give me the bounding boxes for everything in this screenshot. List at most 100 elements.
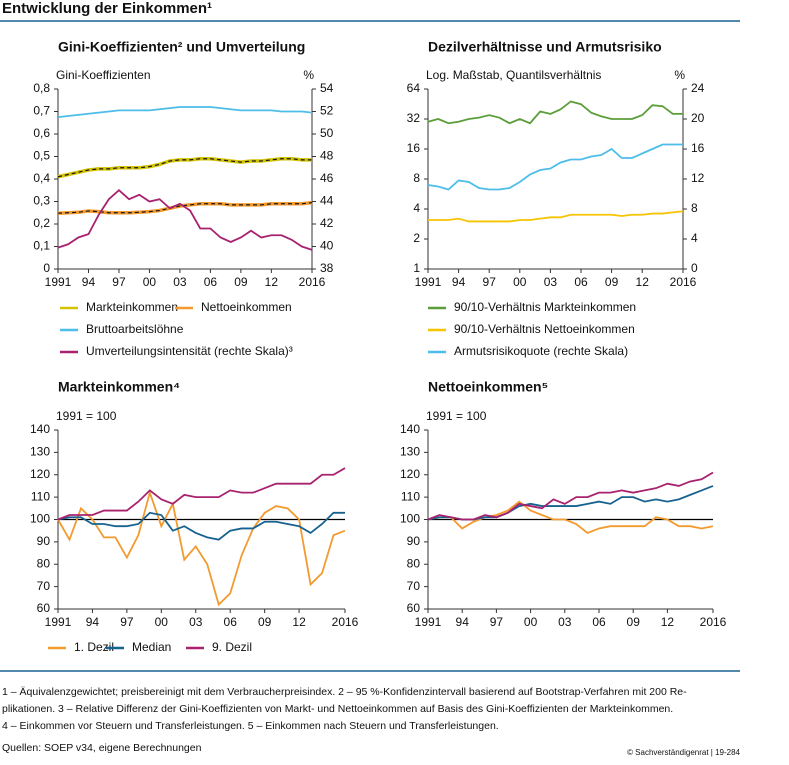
- y2-tick-label: 20: [691, 111, 705, 125]
- y-tick-label: 64: [407, 81, 421, 95]
- figure-title: Entwicklung der Einkommen¹: [2, 0, 212, 17]
- chart-title: Markteinkommen⁴: [58, 379, 180, 395]
- y2-tick-label: 44: [320, 194, 334, 208]
- x-tick-label: 03: [544, 275, 558, 289]
- series-line: [427, 471, 714, 521]
- y-axis-label: Gini-Koeffizienten: [56, 68, 151, 82]
- footnote: 1 – Äquivalenzgewichtet; preisbereinigt …: [2, 686, 687, 698]
- chart-title: Nettoeinkommen⁵: [428, 379, 548, 395]
- y-tick-label: 120: [30, 467, 50, 481]
- y-tick-label: 60: [37, 601, 51, 615]
- y-tick-label: 90: [407, 534, 421, 548]
- x-tick-label: 00: [524, 615, 538, 629]
- y2-tick-label: 52: [320, 104, 334, 118]
- x-tick-label: 94: [456, 615, 470, 629]
- x-tick-label: 2016: [670, 275, 697, 289]
- x-tick-label: 97: [483, 275, 497, 289]
- series-line: [57, 489, 346, 607]
- y-axis-label: 1991 = 100: [426, 409, 487, 423]
- y-tick-label: 60: [407, 601, 421, 615]
- y-tick-label: 2: [413, 231, 420, 245]
- y2-tick-label: 38: [320, 261, 334, 275]
- y-tick-label: 0,2: [33, 216, 50, 230]
- legend-label: Bruttoarbeitslöhne: [86, 322, 184, 336]
- y-tick-label: 0,5: [33, 149, 50, 163]
- x-tick-label: 1991: [45, 615, 72, 629]
- series-line: [57, 106, 313, 119]
- source: Quellen: SOEP v34, eigene Berechnungen: [2, 742, 202, 754]
- y-tick-label: 140: [30, 422, 50, 436]
- x-tick-label: 94: [86, 615, 100, 629]
- y2-axis-label: %: [303, 68, 314, 82]
- series-line: [427, 100, 683, 125]
- y2-tick-label: 4: [691, 231, 698, 245]
- series-line: [57, 511, 345, 541]
- y-tick-label: 70: [37, 579, 51, 593]
- x-tick-label: 06: [592, 615, 606, 629]
- y2-tick-label: 24: [691, 81, 705, 95]
- y-tick-label: 16: [407, 141, 421, 155]
- x-tick-label: 03: [189, 615, 203, 629]
- y-tick-label: 90: [37, 534, 51, 548]
- y2-tick-label: 12: [691, 171, 705, 185]
- legend-label: Nettoeinkommen: [201, 300, 292, 314]
- y2-tick-label: 16: [691, 141, 705, 155]
- chart-title: Dezilverhältnisse und Armutsrisiko: [428, 39, 662, 55]
- x-tick-label: 03: [558, 615, 572, 629]
- legend-label: Umverteilungsintensität (rechte Skala)³: [86, 344, 293, 358]
- x-tick-label: 94: [82, 275, 96, 289]
- x-tick-label: 12: [265, 275, 279, 289]
- y2-tick-label: 54: [320, 81, 334, 95]
- x-tick-label: 1991: [415, 615, 442, 629]
- x-tick-label: 09: [605, 275, 619, 289]
- y-tick-label: 0: [43, 261, 50, 275]
- y2-tick-label: 42: [320, 216, 334, 230]
- x-tick-label: 00: [143, 275, 157, 289]
- y-tick-label: 110: [401, 489, 420, 503]
- x-tick-label: 06: [574, 275, 588, 289]
- legend-label: Armutsrisikoquote (rechte Skala): [454, 344, 628, 358]
- x-tick-label: 2016: [299, 275, 326, 289]
- y2-tick-label: 48: [320, 149, 334, 163]
- x-tick-label: 12: [636, 275, 650, 289]
- series-line: [57, 189, 313, 251]
- x-tick-label: 00: [513, 275, 527, 289]
- x-tick-label: 94: [452, 275, 466, 289]
- x-tick-label: 2016: [332, 615, 359, 629]
- y-tick-label: 130: [400, 445, 420, 459]
- y-tick-label: 80: [37, 556, 51, 570]
- x-tick-label: 97: [112, 275, 126, 289]
- x-tick-label: 09: [234, 275, 248, 289]
- x-tick-label: 09: [258, 615, 272, 629]
- y-tick-label: 0,8: [33, 81, 50, 95]
- x-tick-label: 09: [627, 615, 641, 629]
- series-line: [427, 143, 683, 191]
- x-tick-label: 2016: [700, 615, 727, 629]
- x-tick-label: 97: [120, 615, 134, 629]
- x-tick-label: 00: [155, 615, 169, 629]
- x-tick-label: 1991: [45, 275, 72, 289]
- y2-axis-label: %: [674, 68, 685, 82]
- legend-label: 90/10-Verhältnis Markteinkommen: [454, 300, 636, 314]
- series-dash: [57, 158, 312, 178]
- y-tick-label: 4: [413, 201, 420, 215]
- credit: © Sachverständigenrat | 19-284: [627, 748, 740, 757]
- y-axis-label: Log. Maßstab, Quantilsverhältnis: [426, 68, 601, 82]
- y-tick-label: 32: [407, 111, 421, 125]
- y-axis-label: 1991 = 100: [56, 409, 117, 423]
- y-tick-label: 0,1: [33, 239, 50, 253]
- legend-label: 1. Dezil: [74, 640, 114, 654]
- y2-tick-label: 8: [691, 201, 698, 215]
- x-tick-label: 1991: [415, 275, 442, 289]
- y2-tick-label: 46: [320, 171, 334, 185]
- y-tick-label: 140: [400, 422, 420, 436]
- y-tick-label: 0,7: [33, 104, 50, 118]
- y-tick-label: 0,6: [33, 126, 50, 140]
- series-line: [57, 467, 346, 521]
- y-tick-label: 70: [407, 579, 421, 593]
- x-tick-label: 12: [292, 615, 306, 629]
- y-tick-label: 8: [413, 171, 420, 185]
- x-tick-label: 12: [661, 615, 675, 629]
- footnote: plikationen. 3 – Relative Differenz der …: [2, 703, 673, 715]
